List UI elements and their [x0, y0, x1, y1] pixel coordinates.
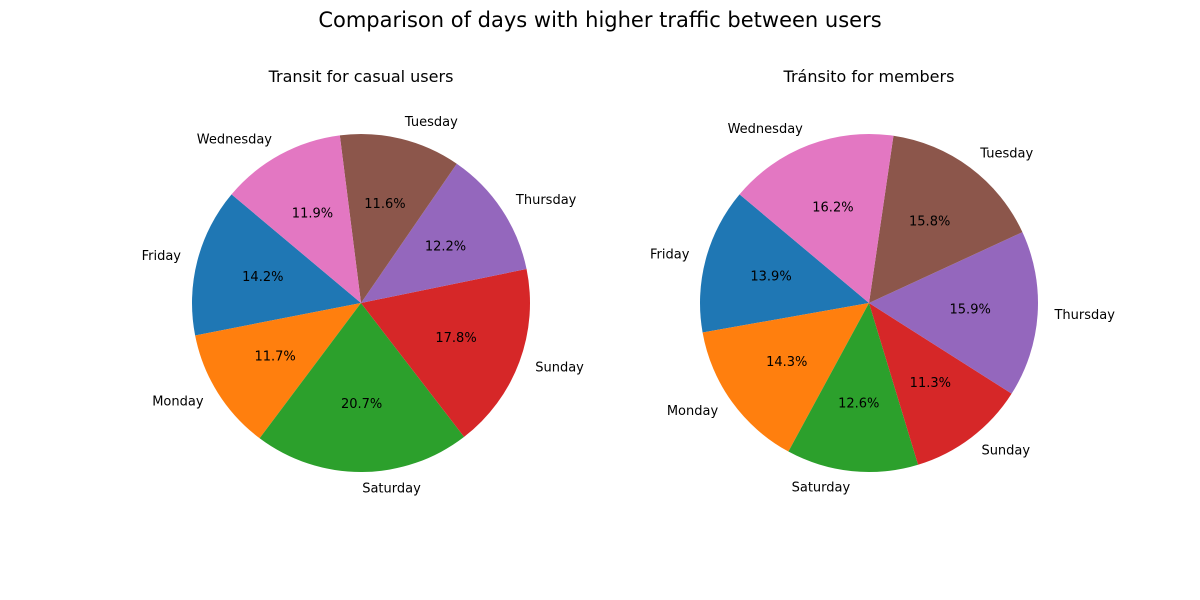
slice-label-tuesday: Tuesday	[404, 115, 458, 130]
slice-percent-monday: 11.7%	[254, 349, 295, 364]
pie-chart-casual-users: Transit for casual users Friday Monday Sat…	[142, 67, 585, 496]
slice-label-monday: Monday	[667, 404, 719, 419]
slice-label-thursday: Thursday	[1053, 308, 1115, 323]
slice-label-wednesday: Wednesday	[728, 122, 804, 137]
chart-title: Transit for casual users	[268, 67, 454, 86]
slice-label-saturday: Saturday	[792, 480, 851, 495]
pie-slice-wednesday	[231, 135, 361, 303]
slice-label-friday: Friday	[650, 247, 690, 262]
pie-chart-members: Tránsito for members Friday Monday Saturda…	[650, 67, 1115, 495]
slice-percent-wednesday: 16.2%	[812, 201, 853, 216]
slice-percent-tuesday: 11.6%	[364, 197, 405, 212]
pie-slice-thursday	[869, 232, 1038, 394]
pie-slice-tuesday	[869, 135, 1023, 303]
pie-slice-friday	[191, 194, 361, 336]
pie-slice-monday	[195, 303, 361, 439]
pie-slice-wednesday	[739, 134, 894, 303]
figure-title: Comparison of days with higher traffic b…	[318, 8, 882, 32]
slice-percent-wednesday: 11.9%	[292, 206, 333, 221]
slice-percent-thursday: 12.2%	[425, 239, 466, 254]
slice-percent-tuesday: 15.8%	[909, 214, 950, 229]
slice-percent-saturday: 12.6%	[838, 396, 879, 411]
slice-percent-thursday: 15.9%	[950, 302, 991, 317]
slice-label-thursday: Thursday	[515, 193, 577, 208]
slice-percent-friday: 14.2%	[242, 270, 283, 285]
pie-slice-thursday	[361, 163, 527, 303]
pie-slice-friday	[699, 194, 869, 333]
pie-slice-saturday	[788, 303, 919, 472]
slice-label-monday: Monday	[152, 394, 204, 409]
slice-label-wednesday: Wednesday	[197, 132, 273, 147]
slice-percent-monday: 14.3%	[766, 355, 807, 370]
pie-slice-monday	[702, 303, 869, 452]
slice-percent-sunday: 11.3%	[910, 376, 951, 391]
pie-slice-sunday	[869, 303, 1012, 465]
slice-percent-friday: 13.9%	[750, 269, 791, 284]
slice-label-friday: Friday	[142, 249, 182, 264]
slice-percent-sunday: 17.8%	[435, 331, 476, 346]
slice-label-sunday: Sunday	[981, 444, 1030, 459]
slice-label-tuesday: Tuesday	[979, 147, 1033, 162]
slice-percent-saturday: 20.7%	[341, 397, 382, 412]
slice-label-saturday: Saturday	[362, 481, 421, 496]
pie-slice-sunday	[361, 268, 530, 437]
chart-title: Tránsito for members	[783, 67, 955, 86]
slice-label-sunday: Sunday	[535, 360, 584, 375]
pie-slice-saturday	[259, 303, 465, 473]
pie-slice-tuesday	[339, 134, 457, 303]
